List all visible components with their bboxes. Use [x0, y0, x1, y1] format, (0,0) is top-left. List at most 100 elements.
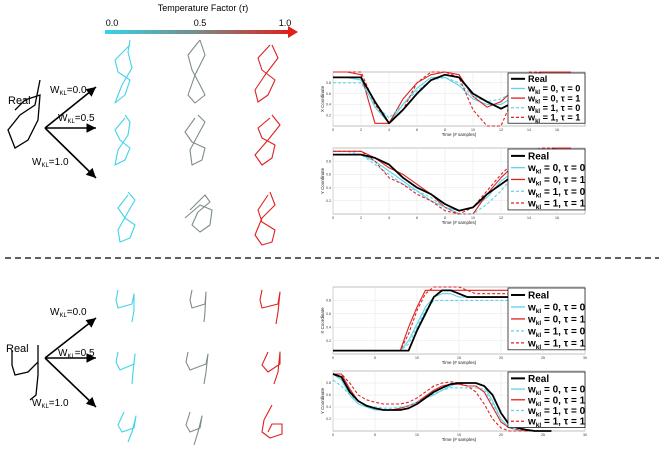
chart-top-y-coordinate: 0 2 4 6 8 10 12 14 16 0.2 0.4 0.6 0.8 Time (# samples… — [320, 147, 586, 225]
wkl-label-1-bottom: WKL=1.0 — [32, 398, 69, 410]
series-line-4 — [333, 147, 571, 215]
y-tick-label: 0.6 — [326, 312, 331, 316]
x-tick-label: 10 — [415, 433, 419, 437]
chart-top-x-coordinate: 0 2 4 6 8 10 12 14 16 0.2 0.4 0.6 0.8 Time (# samples… — [320, 71, 586, 137]
top-sample-r1-c2 — [254, 114, 281, 166]
y-tick-label: 0.2 — [326, 417, 331, 421]
bottom-sample-r1-c1 — [185, 351, 209, 385]
x-tick-label: 5 — [374, 433, 376, 437]
y-tick-label: 0.2 — [326, 339, 331, 343]
x-tick-label: 30 — [583, 433, 587, 437]
x-tick-label: 14 — [527, 128, 531, 132]
legend-label: wkl = 1, τ = 1 — [527, 338, 586, 351]
x-tick-label: 10 — [415, 356, 419, 360]
y-tick-label: 0.2 — [326, 113, 331, 117]
y-axis-label: Y Coordinate — [320, 167, 325, 194]
x-axis-label: Time (# samples) — [442, 132, 477, 137]
bottom-section: Real WKL=0.0 WKL=0.5 WKL=1.0 — [6, 289, 283, 446]
y-tick-label: 0.6 — [326, 173, 331, 177]
real-label-top: Real — [8, 95, 31, 107]
wkl-label-05-bottom: WKL=0.5 — [58, 348, 95, 360]
x-tick-label: 12 — [499, 216, 503, 220]
legend-label: wkl = 1, τ = 0 — [527, 103, 580, 115]
arrow-wkl-0-bottom — [44, 317, 97, 359]
legend-label: wkl = 0, τ = 1 — [527, 395, 586, 408]
top-section: Real WKL=0.0 WKL=0.5 WKL=1.0 — [7, 39, 281, 246]
top-sample-r2-c2 — [254, 191, 276, 246]
bottom-sample-r0-c0 — [115, 289, 135, 323]
top-sample-r2-c1 — [184, 194, 213, 233]
y-tick-label: 0.2 — [326, 199, 331, 203]
legend-label: wkl = 0, τ = 0 — [527, 385, 586, 398]
top-sample-r0-c2 — [254, 44, 279, 103]
wkl-label-1-top: WKL=1.0 — [32, 157, 69, 169]
y-axis-label: X Coordinate — [320, 307, 325, 334]
x-tick-label: 20 — [499, 433, 503, 437]
arrow-wkl-1-top — [44, 127, 97, 179]
y-tick-label: 0.8 — [326, 159, 331, 163]
bottom-sample-r2-c2 — [261, 404, 283, 439]
legend-label: Real — [528, 374, 549, 385]
top-sample-r2-c0 — [117, 191, 136, 243]
x-tick-label: 8 — [444, 216, 446, 220]
x-tick-label: 6 — [416, 128, 418, 132]
x-axis-label: Time (# samples) — [442, 360, 477, 365]
x-tick-label: 5 — [374, 356, 376, 360]
top-sample-r0-c0 — [114, 39, 133, 104]
legend-label: wkl = 0, τ = 0 — [527, 163, 586, 176]
legend-label: wkl = 0, τ = 0 — [527, 84, 580, 96]
bottom-sample-r1-c2 — [261, 351, 281, 385]
x-tick-label: 14 — [527, 216, 531, 220]
x-tick-label: 15 — [457, 433, 461, 437]
series-line-4 — [333, 373, 552, 432]
legend-label: wkl = 1, τ = 0 — [527, 187, 586, 200]
x-tick-label: 4 — [388, 216, 390, 220]
bottom-sample-r0-c2 — [259, 289, 281, 325]
wkl-label-05-top: WKL=0.5 — [58, 113, 95, 125]
tick-label-1: 1.0 — [279, 18, 292, 28]
x-tick-label: 25 — [541, 356, 545, 360]
tick-label-0: 0.0 — [106, 18, 119, 28]
y-tick-label: 0.4 — [326, 325, 331, 329]
y-tick-label: 0.8 — [326, 299, 331, 303]
top-sample-r0-c1 — [187, 39, 206, 104]
bottom-sample-r2-c1 — [185, 411, 203, 446]
y-tick-label: 0.4 — [326, 186, 331, 190]
y-tick-label: 0.6 — [326, 393, 331, 397]
x-tick-label: 0 — [332, 433, 334, 437]
x-tick-label: 2 — [360, 128, 362, 132]
y-tick-label: 0.4 — [326, 103, 331, 107]
real-stroke-bottom — [11, 345, 39, 401]
bottom-sample-r0-c1 — [189, 289, 207, 323]
gradient-arrow-head — [288, 26, 298, 38]
x-tick-label: 10 — [471, 128, 475, 132]
chart-bottom-x-coordinate: 0 5 10 15 20 25 30 0.2 0.4 0.6 0.8 Time (# samples)… — [320, 286, 587, 365]
temperature-title: Temperature Factor (τ) — [158, 3, 248, 13]
temperature-gradient-bar — [105, 30, 290, 34]
x-axis-label: Time (# samples) — [442, 437, 477, 442]
y-tick-label: 0.4 — [326, 405, 331, 409]
x-tick-label: 30 — [583, 356, 587, 360]
top-sample-r1-c1 — [184, 114, 206, 166]
top-generated-samples — [114, 39, 281, 246]
x-axis-label: Time (# samples) — [442, 220, 477, 225]
x-tick-label: 0 — [332, 128, 334, 132]
x-tick-label: 16 — [555, 128, 559, 132]
x-tick-label: 15 — [457, 356, 461, 360]
legend-box — [507, 287, 586, 351]
arrow-wkl-1-bottom — [44, 357, 97, 408]
real-label-bottom: Real — [6, 343, 29, 355]
legend-label: wkl = 1, τ = 1 — [527, 113, 580, 125]
wkl-label-0-bottom: WKL=0.0 — [50, 307, 87, 319]
x-tick-label: 6 — [416, 216, 418, 220]
real-stroke-top — [7, 79, 41, 149]
x-tick-label: 8 — [444, 128, 446, 132]
y-tick-label: 0.6 — [326, 92, 331, 96]
temperature-header: Temperature Factor (τ) 0.0 0.5 1.0 — [105, 3, 298, 38]
bottom-sample-r2-c0 — [117, 411, 137, 443]
x-tick-label: 0 — [332, 356, 334, 360]
y-axis-label: Y Coordinate — [320, 387, 325, 414]
x-tick-label: 20 — [499, 356, 503, 360]
legend-label: wkl = 1, τ = 0 — [527, 326, 586, 339]
